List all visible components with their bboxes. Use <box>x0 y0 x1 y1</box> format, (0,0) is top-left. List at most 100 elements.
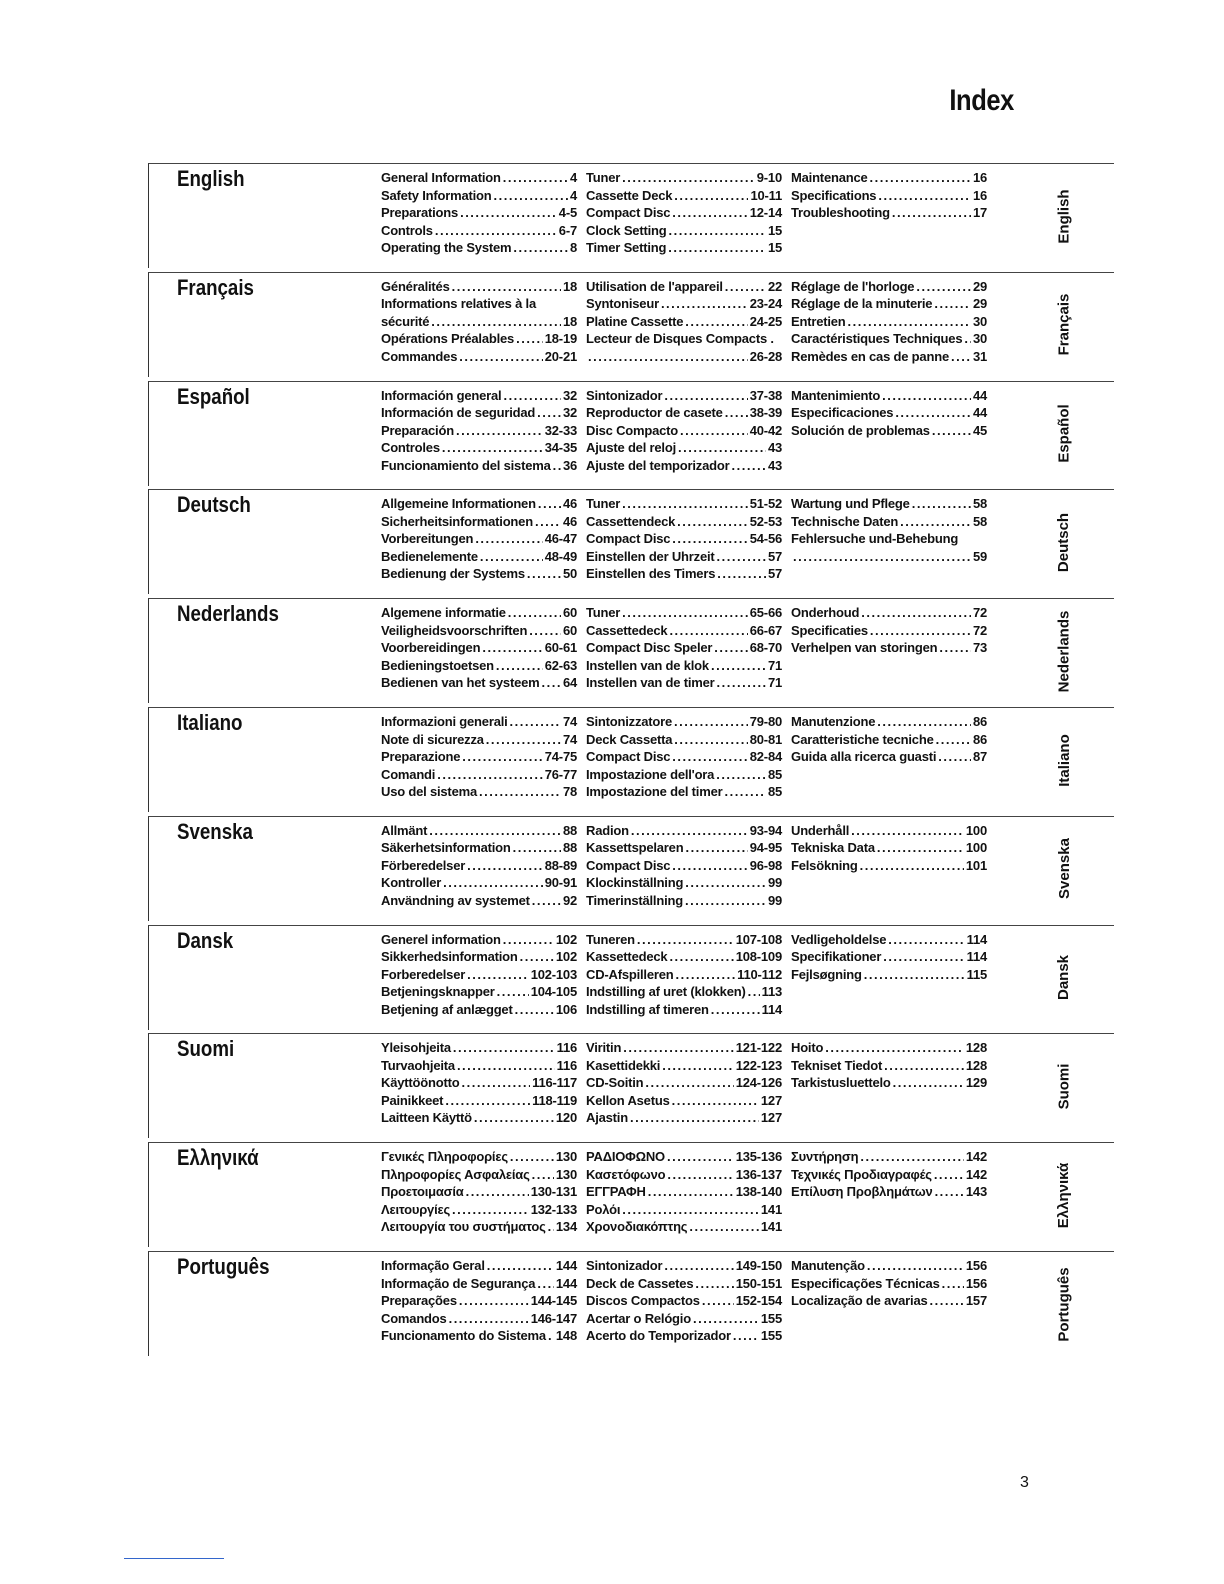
index-entry[interactable]: Syntoniseur 23-24 <box>586 295 782 313</box>
index-entry[interactable]: General Information 4 <box>381 169 577 187</box>
index-entry[interactable]: Mantenimiento 44 <box>791 387 987 405</box>
index-entry[interactable]: Indstilling af uret (klokken) 113 <box>586 983 782 1001</box>
index-entry[interactable]: Réglage de la minuterie 29 <box>791 295 987 313</box>
index-entry[interactable]: Tuner 51-52 <box>586 495 782 513</box>
index-entry[interactable]: Preparações 144-145 <box>381 1292 577 1310</box>
index-entry[interactable]: Remèdes en cas de panne 31 <box>791 348 987 366</box>
index-entry[interactable]: Bedienelemente 48-49 <box>381 548 577 566</box>
index-entry[interactable]: Instellen van de klok 71 <box>586 657 782 675</box>
index-entry[interactable]: Käyttöönotto 116-117 <box>381 1074 577 1092</box>
index-entry[interactable]: Entretien 30 <box>791 313 987 331</box>
index-entry[interactable]: Wartung und Pflege 58 <box>791 495 987 513</box>
index-entry[interactable]: Solución de problemas 45 <box>791 422 987 440</box>
index-entry[interactable]: Compact Disc 96-98 <box>586 857 782 875</box>
index-entry[interactable]: Hoito 128 <box>791 1039 987 1057</box>
index-entry[interactable]: Λειτουργίες 132-133 <box>381 1201 577 1219</box>
index-entry[interactable]: Tuner 9-10 <box>586 169 782 187</box>
index-entry[interactable]: Informação de Segurança 144 <box>381 1275 577 1293</box>
index-entry[interactable]: Timer Setting 15 <box>586 239 782 257</box>
index-entry[interactable]: Yleisohjeita 116 <box>381 1039 577 1057</box>
index-entry[interactable]: Fehlersuche und-Behebung <box>791 530 987 548</box>
index-entry[interactable]: Tuner 65-66 <box>586 604 782 622</box>
index-entry[interactable]: Bedienung der Systems 50 <box>381 565 577 583</box>
index-entry[interactable]: Συντήρηση 142 <box>791 1148 987 1166</box>
index-entry[interactable]: Radion 93-94 <box>586 822 782 840</box>
index-entry[interactable]: Informação Geral 144 <box>381 1257 577 1275</box>
index-entry[interactable]: Vedligeholdelse 114 <box>791 931 987 949</box>
index-entry[interactable]: Einstellen des Timers 57 <box>586 565 782 583</box>
index-entry[interactable]: Kontroller 90-91 <box>381 874 577 892</box>
index-entry[interactable]: Funcionamento do Sistema 148 <box>381 1327 577 1345</box>
index-entry[interactable]: Verhelpen van storingen 73 <box>791 639 987 657</box>
index-entry[interactable]: Sikkerhedsinformation 102 <box>381 948 577 966</box>
index-entry[interactable]: ΡΑΔΙΟΦΩΝΟ 135-136 <box>586 1148 782 1166</box>
index-entry[interactable]: Kasettidekki 122-123 <box>586 1057 782 1075</box>
index-entry[interactable]: Clock Setting 15 <box>586 222 782 240</box>
index-entry[interactable]: CD-Soitin 124-126 <box>586 1074 782 1092</box>
index-entry[interactable]: Note di sicurezza 74 <box>381 731 577 749</box>
index-entry[interactable]: Généralités 18 <box>381 278 577 296</box>
index-entry[interactable]: Underhåll 100 <box>791 822 987 840</box>
index-entry[interactable]: Sintonizador 149-150 <box>586 1257 782 1275</box>
index-entry[interactable]: Información general 32 <box>381 387 577 405</box>
index-entry[interactable]: Κασετόφωνο 136-137 <box>586 1166 782 1184</box>
index-entry[interactable]: Operating the System 8 <box>381 239 577 257</box>
index-entry[interactable]: Viritin 121-122 <box>586 1039 782 1057</box>
index-entry[interactable]: Preparations 4-5 <box>381 204 577 222</box>
index-entry[interactable]: Reproductor de casete 38-39 <box>586 404 782 422</box>
index-entry[interactable]: Einstellen der Uhrzeit 57 <box>586 548 782 566</box>
index-entry[interactable]: Klockinställning 99 <box>586 874 782 892</box>
index-entry[interactable]: Turvaohjeita 116 <box>381 1057 577 1075</box>
index-entry[interactable]: Troubleshooting 17 <box>791 204 987 222</box>
index-entry[interactable]: Allmänt 88 <box>381 822 577 840</box>
index-entry[interactable]: Ρολόι 141 <box>586 1201 782 1219</box>
index-entry[interactable]: Sicherheitsinformationen 46 <box>381 513 577 531</box>
index-entry[interactable]: Controls 6-7 <box>381 222 577 240</box>
index-entry[interactable]: Generel information 102 <box>381 931 577 949</box>
index-entry[interactable]: Acertar o Relógio 155 <box>586 1310 782 1328</box>
index-entry[interactable]: 26-28 <box>586 348 782 366</box>
index-entry[interactable]: Compact Disc 82-84 <box>586 748 782 766</box>
index-entry[interactable]: Τεχνικές Προδιαγραφές 142 <box>791 1166 987 1184</box>
index-entry[interactable]: Specificaties 72 <box>791 622 987 640</box>
index-entry[interactable]: Preparazione 74-75 <box>381 748 577 766</box>
index-entry[interactable]: Opérations Préalables 18-19 <box>381 330 577 348</box>
index-entry[interactable]: Especificações Técnicas 156 <box>791 1275 987 1293</box>
index-entry[interactable]: Sintonizador 37-38 <box>586 387 782 405</box>
index-entry[interactable]: Cassettedeck 66-67 <box>586 622 782 640</box>
index-entry[interactable]: Χρονοδιακόπτης 141 <box>586 1218 782 1236</box>
index-entry[interactable]: Deck de Cassetes 150-151 <box>586 1275 782 1293</box>
index-entry[interactable]: Localização de avarias 157 <box>791 1292 987 1310</box>
index-entry[interactable]: Förberedelser 88-89 <box>381 857 577 875</box>
index-entry[interactable]: Επίλυση Προβλημάτων 143 <box>791 1183 987 1201</box>
index-entry[interactable]: Painikkeet 118-119 <box>381 1092 577 1110</box>
index-entry[interactable]: Impostazione dell'ora 85 <box>586 766 782 784</box>
index-entry[interactable]: Λειτουργία του συστήματος 134 <box>381 1218 577 1236</box>
index-entry[interactable]: Vorbereitungen 46-47 <box>381 530 577 548</box>
index-entry[interactable]: Commandes 20-21 <box>381 348 577 366</box>
index-entry[interactable]: Användning av systemet 92 <box>381 892 577 910</box>
index-entry[interactable]: Controles 34-35 <box>381 439 577 457</box>
index-entry[interactable]: Laitteen Käyttö 120 <box>381 1109 577 1127</box>
index-entry[interactable]: Πληροφορίες Ασφαλείας 130 <box>381 1166 577 1184</box>
index-entry[interactable]: Caratteristiche tecniche 86 <box>791 731 987 749</box>
index-entry[interactable]: Betjening af anlægget 106 <box>381 1001 577 1019</box>
index-entry[interactable]: Tekniset Tiedot 128 <box>791 1057 987 1075</box>
index-entry[interactable]: Manutenção 156 <box>791 1257 987 1275</box>
index-entry[interactable]: Betjeningsknapper 104-105 <box>381 983 577 1001</box>
index-entry[interactable]: Información de seguridad 32 <box>381 404 577 422</box>
index-entry[interactable]: Platine Cassette 24-25 <box>586 313 782 331</box>
index-entry[interactable]: Ajuste del reloj 43 <box>586 439 782 457</box>
index-entry[interactable]: Comandi 76-77 <box>381 766 577 784</box>
index-entry[interactable]: Veiligheidsvoorschriften 60 <box>381 622 577 640</box>
index-entry[interactable]: Utilisation de l'appareil 22 <box>586 278 782 296</box>
index-entry[interactable]: Guida alla ricerca guasti 87 <box>791 748 987 766</box>
index-entry[interactable]: Voorbereidingen 60-61 <box>381 639 577 657</box>
index-entry[interactable]: Disc Compacto 40-42 <box>586 422 782 440</box>
index-entry[interactable]: Fejlsøgning 115 <box>791 966 987 984</box>
index-entry[interactable]: Manutenzione 86 <box>791 713 987 731</box>
index-entry[interactable]: Comandos 146-147 <box>381 1310 577 1328</box>
index-entry[interactable]: Informazioni generali 74 <box>381 713 577 731</box>
index-entry[interactable]: 59 <box>791 548 987 566</box>
index-entry[interactable]: Deck Cassetta 80-81 <box>586 731 782 749</box>
